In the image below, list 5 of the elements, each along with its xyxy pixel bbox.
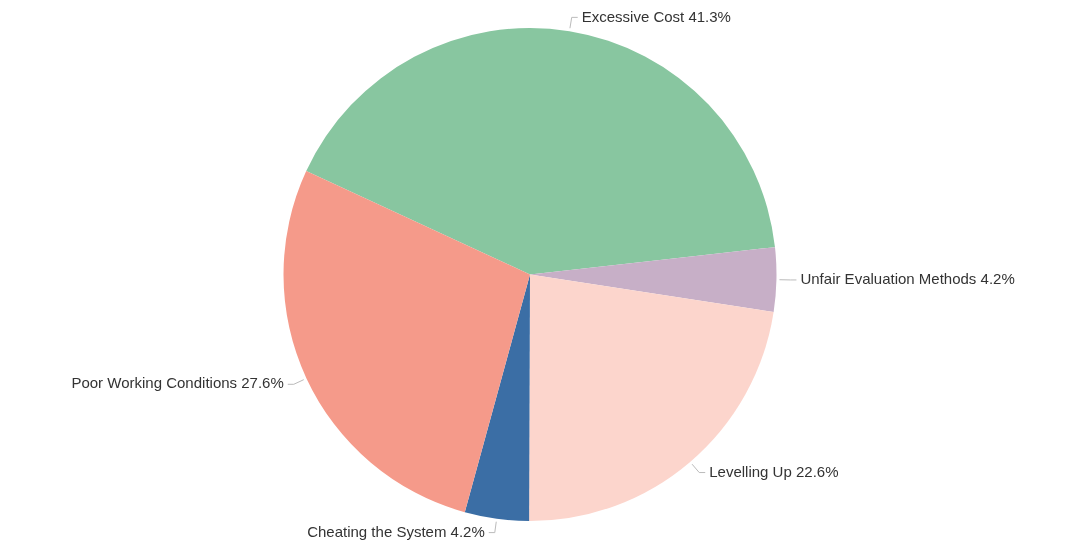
slice-label: Unfair Evaluation Methods 4.2% [800, 270, 1015, 288]
slice-label: Cheating the System 4.2% [307, 522, 485, 540]
slice-label: Excessive Cost 41.3% [581, 7, 731, 25]
slice-label: Poor Working Conditions 27.6% [71, 374, 284, 392]
slice-label: Levelling Up 22.6% [709, 462, 839, 480]
